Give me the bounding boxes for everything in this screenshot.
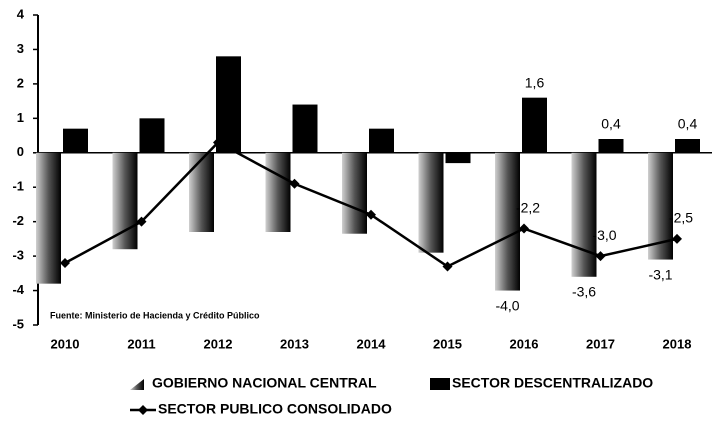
bar bbox=[342, 152, 367, 234]
x-tick-label: 2010 bbox=[51, 336, 80, 351]
bar bbox=[369, 128, 394, 153]
y-tick-label: 1 bbox=[17, 110, 24, 125]
marker bbox=[519, 223, 529, 234]
legend-swatch bbox=[130, 379, 144, 390]
y-tick-label: -4 bbox=[12, 282, 24, 297]
bar bbox=[292, 104, 318, 153]
data-label: -2,5 bbox=[669, 210, 693, 226]
y-tick-label: 3 bbox=[17, 41, 24, 56]
data-label: 0,4 bbox=[678, 116, 698, 132]
bar bbox=[495, 152, 520, 291]
x-tick-label: 2014 bbox=[357, 336, 387, 351]
y-tick-label: -5 bbox=[12, 316, 24, 331]
bar bbox=[216, 56, 241, 153]
y-tick-label: 0 bbox=[17, 144, 24, 159]
x-tick-label: 2015 bbox=[433, 336, 462, 351]
bar bbox=[189, 152, 214, 232]
bar bbox=[675, 139, 700, 153]
legend-swatch bbox=[430, 378, 450, 390]
marker bbox=[595, 251, 606, 262]
data-label: -3,6 bbox=[572, 283, 596, 299]
annotation: Fuente: Ministerio de Hacienda y Crédito… bbox=[50, 310, 260, 320]
marker bbox=[442, 261, 453, 272]
marker bbox=[60, 258, 70, 268]
x-tick-label: 2011 bbox=[127, 336, 155, 351]
bar bbox=[445, 152, 471, 164]
bar bbox=[36, 152, 61, 284]
marker bbox=[213, 137, 223, 148]
x-tick-label: 2016 bbox=[510, 336, 539, 351]
y-tick-label: -3 bbox=[12, 248, 24, 263]
bar bbox=[571, 152, 597, 277]
x-tick-label: 2017 bbox=[586, 336, 615, 351]
data-label: -3,0 bbox=[592, 227, 616, 243]
bar bbox=[139, 118, 165, 153]
bar bbox=[112, 152, 138, 250]
x-tick-label: 2018 bbox=[663, 336, 692, 351]
legend-label: SECTOR PUBLICO CONSOLIDADO bbox=[158, 401, 392, 417]
y-tick-label: -1 bbox=[12, 179, 24, 194]
legend-swatch bbox=[138, 405, 148, 415]
bar bbox=[265, 152, 291, 232]
bar bbox=[418, 152, 444, 253]
marker bbox=[289, 178, 300, 189]
bar bbox=[598, 139, 624, 153]
data-label: 1,6 bbox=[525, 74, 545, 90]
marker bbox=[672, 233, 682, 244]
y-tick-label: -2 bbox=[12, 213, 24, 228]
marker bbox=[366, 209, 376, 220]
data-label: 0,4 bbox=[601, 116, 621, 132]
bar bbox=[522, 97, 547, 153]
x-tick-label: 2012 bbox=[204, 336, 233, 351]
data-label: -3,1 bbox=[648, 266, 672, 282]
x-tick-label: 2013 bbox=[280, 336, 309, 351]
legend-label: GOBIERNO NACIONAL CENTRAL bbox=[152, 375, 377, 391]
marker bbox=[136, 216, 147, 227]
bar bbox=[63, 128, 88, 153]
legend-label: SECTOR DESCENTRALIZADO bbox=[452, 375, 653, 391]
y-tick-label: 4 bbox=[17, 6, 25, 21]
data-label: -2,2 bbox=[516, 199, 540, 215]
y-tick-label: 2 bbox=[17, 75, 24, 90]
data-label: -4,0 bbox=[495, 297, 519, 313]
